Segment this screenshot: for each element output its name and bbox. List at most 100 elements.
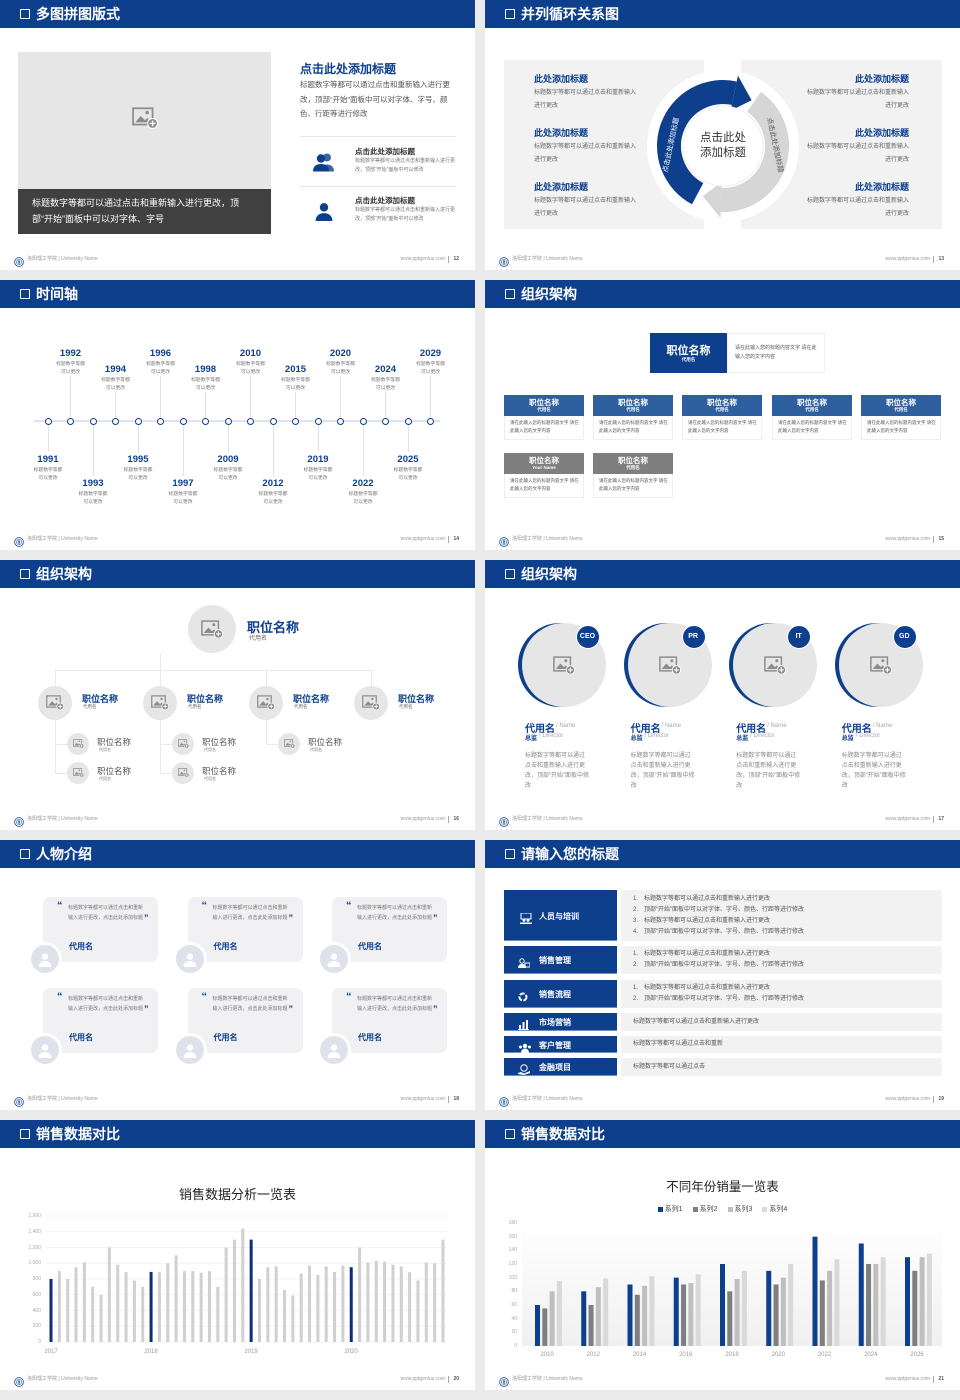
timeline-dot[interactable] <box>202 417 209 425</box>
timeline-dot[interactable] <box>179 417 187 425</box>
row-label-block[interactable]: 销售流程 <box>504 980 617 1008</box>
timeline-dot[interactable] <box>157 417 164 425</box>
member-name-en: / Name <box>556 723 576 729</box>
position-header[interactable]: 职位名称 代用名 <box>504 395 584 416</box>
row-text-block: 1. 标题数字等都可以通过点击和重新输入进行更改 2. 顶部“开始”面板中可以对字… <box>621 946 942 974</box>
timeline-dot[interactable] <box>44 417 52 425</box>
section-body: 标题数字等都可以通过点击和重新输入进行更改，顶部“开始”面板中可以对字体、字号、… <box>300 80 450 118</box>
bar <box>132 1280 136 1342</box>
bar-系列3 <box>734 1279 740 1346</box>
bar <box>441 1239 445 1342</box>
position-header[interactable]: 职位名称 Your Name <box>504 453 584 474</box>
position-header[interactable]: 职位名称 代用名 <box>593 453 673 474</box>
footer-site: www.pptgenius.com <box>885 1096 930 1102</box>
connector-line <box>55 670 371 671</box>
timeline-dot[interactable] <box>292 417 299 425</box>
y-tick-label: 20 <box>511 1329 517 1336</box>
legend-item: 系列2 <box>692 1204 718 1214</box>
event-desc: 标题数字等都可以更改 <box>78 492 108 505</box>
quote-card[interactable] <box>332 897 447 962</box>
bar-系列4 <box>788 1264 794 1346</box>
role-badge: CEO <box>576 625 600 649</box>
child-avatar[interactable] <box>172 733 194 755</box>
event-desc: 标题数字等都可以更改 <box>56 362 85 375</box>
timeline-dot[interactable] <box>134 417 142 425</box>
event-desc: 标题数字等都可以更改 <box>371 378 400 391</box>
position-header[interactable]: 职位名称 代用名 <box>682 395 762 416</box>
bar <box>358 1247 362 1342</box>
child-avatar[interactable] <box>67 762 89 784</box>
timeline-dot[interactable] <box>314 417 322 425</box>
image-placeholder[interactable] <box>18 52 271 189</box>
slide-header: 并列循环关系图 <box>485 0 960 28</box>
x-tick-label: 2019 <box>244 1349 258 1355</box>
timeline-dot[interactable] <box>337 417 344 425</box>
y-tick-label: 160 <box>508 1233 517 1240</box>
x-tick-label: 2026 <box>910 1352 924 1358</box>
position-header[interactable]: 职位名称 代用名 <box>593 395 673 416</box>
position-header[interactable]: 职位名称 代用名 <box>772 395 852 416</box>
image-add-icon <box>131 107 158 134</box>
position-avatar[interactable] <box>143 686 177 720</box>
footer-site: www.pptgenius.com <box>400 256 445 262</box>
footer-school: 洛阳理工学院 | University Name <box>512 536 583 542</box>
timeline-dot[interactable] <box>382 417 389 425</box>
footer-school: 洛阳理工学院 | University Name <box>512 1096 583 1102</box>
avatar <box>172 1033 207 1067</box>
quote-card[interactable] <box>43 897 158 962</box>
row-label: 销售流程 <box>539 990 571 999</box>
timeline-dot[interactable] <box>404 417 412 425</box>
position-sub: 代用名 <box>805 407 819 412</box>
university-logo-icon <box>14 814 24 827</box>
timeline-dot[interactable] <box>67 417 74 425</box>
bar <box>174 1255 178 1342</box>
row-label-block[interactable]: 客户管理 <box>504 1036 617 1053</box>
quote-card[interactable] <box>332 988 447 1053</box>
legend-label: 系列1 <box>664 1206 683 1213</box>
timeline-dot[interactable] <box>89 417 97 425</box>
university-logo-icon <box>499 1094 509 1107</box>
event-year: 1998 <box>194 364 217 375</box>
bar <box>57 1271 61 1342</box>
quote-card[interactable] <box>43 988 158 1053</box>
position-sub: 代用名 <box>626 465 640 470</box>
row-label-block[interactable]: 销售管理 <box>504 946 617 974</box>
child-avatar[interactable] <box>278 733 300 755</box>
top-avatar[interactable] <box>188 605 236 653</box>
bar <box>66 1279 70 1342</box>
timeline-dot[interactable] <box>112 417 119 425</box>
timeline-dot[interactable] <box>427 417 434 425</box>
bar-系列2 <box>681 1284 687 1346</box>
position-header[interactable]: 职位名称 代用名 <box>861 395 941 416</box>
bar <box>291 1295 295 1342</box>
quote-card[interactable] <box>187 988 303 1053</box>
child-avatar[interactable] <box>172 762 194 784</box>
checkbox-square-icon <box>20 849 30 859</box>
child-avatar[interactable] <box>67 733 89 755</box>
row-label-block[interactable]: 金融项目 <box>504 1058 617 1076</box>
timeline-dot[interactable] <box>269 417 277 425</box>
connector-line <box>430 376 431 421</box>
checkbox-square-icon <box>505 289 515 299</box>
position-avatar[interactable] <box>354 686 388 720</box>
top-position-box[interactable]: 职位名称 代用名 <box>650 333 727 373</box>
row-label-block[interactable]: 市场营销 <box>504 1013 617 1031</box>
y-tick-label: 800 <box>32 1276 41 1282</box>
position-avatar[interactable] <box>249 686 283 720</box>
image-add-icon <box>46 695 64 711</box>
member-desc: 标题数字等都可以通过点击和重新输入进行更改，顶部“开始”面板中修改 <box>630 753 695 789</box>
close-quote-icon: ” <box>433 1004 438 1014</box>
position-avatar[interactable] <box>38 686 72 720</box>
event-year: 2020 <box>329 348 352 359</box>
event-year: 1995 <box>127 454 149 465</box>
slide-header: 销售数据对比 <box>485 1120 960 1148</box>
timeline-dot[interactable] <box>224 417 232 425</box>
legend-item: 系列3 <box>727 1204 752 1214</box>
quote-card[interactable] <box>187 897 303 962</box>
position-title: 职位名称 <box>618 398 648 407</box>
timeline-dot[interactable] <box>359 417 367 425</box>
row-label: 人员与培训 <box>539 911 579 921</box>
item-title: 此处添加标题 <box>854 74 909 84</box>
timeline-dot[interactable] <box>247 417 254 425</box>
row-label-block[interactable]: 人员与培训 <box>504 890 617 941</box>
